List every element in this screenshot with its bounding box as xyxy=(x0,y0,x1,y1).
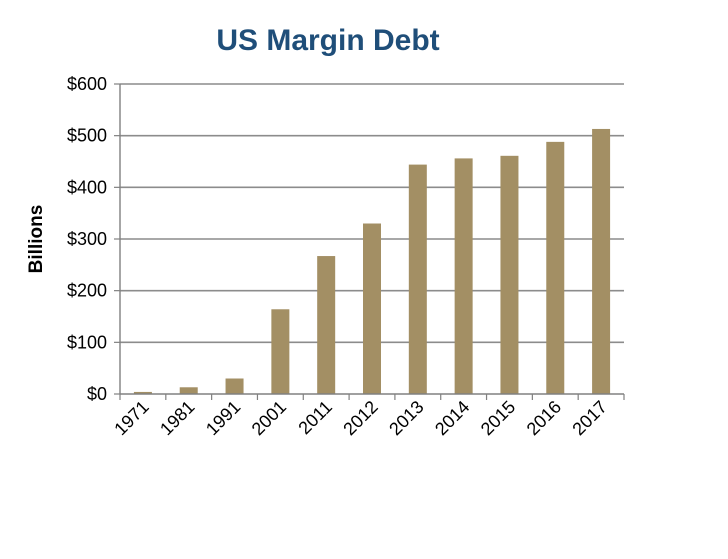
x-tick-label: 2017 xyxy=(568,397,610,439)
x-tick-label: 2012 xyxy=(339,397,381,439)
bar xyxy=(225,378,244,394)
x-tick-labels: 1971 1981 1991 2001 2011 2012 2013 2014 2015 2016… xyxy=(110,397,611,439)
y-tick-label: $600 xyxy=(67,74,107,94)
y-tick-label: $0 xyxy=(87,384,107,404)
bar xyxy=(363,223,381,394)
x-tick-label: 1981 xyxy=(156,397,198,439)
y-tick-label: $500 xyxy=(67,126,107,146)
bar xyxy=(271,309,290,394)
bar xyxy=(592,128,611,394)
y-tick-label: $100 xyxy=(67,332,107,352)
bar xyxy=(500,155,519,394)
bars xyxy=(133,128,611,394)
bar xyxy=(546,141,565,394)
y-axis-title: Billions xyxy=(26,205,47,274)
x-tick-label: 2015 xyxy=(477,397,519,439)
x-tick-label: 2016 xyxy=(523,397,565,439)
bar xyxy=(317,256,336,394)
x-tick-label: 1991 xyxy=(202,397,244,439)
bar xyxy=(454,158,473,394)
x-tick-label: 2001 xyxy=(248,397,290,439)
x-tick-label: 2011 xyxy=(294,397,336,439)
x-tick-label: 2014 xyxy=(431,397,473,439)
y-tick-labels: $0 $100 $200 $300 $400 $500 $600 xyxy=(67,74,107,404)
bar xyxy=(179,387,198,394)
bar xyxy=(133,391,152,394)
y-tick-label: $200 xyxy=(67,281,107,301)
x-tick-label: 2013 xyxy=(385,397,427,439)
chart-title: US Margin Debt xyxy=(216,24,439,57)
x-tick-label: 1971 xyxy=(110,397,152,439)
y-tick-label: $300 xyxy=(67,229,107,249)
bar xyxy=(408,164,427,394)
y-tick-label: $400 xyxy=(67,177,107,197)
axes xyxy=(119,84,625,400)
